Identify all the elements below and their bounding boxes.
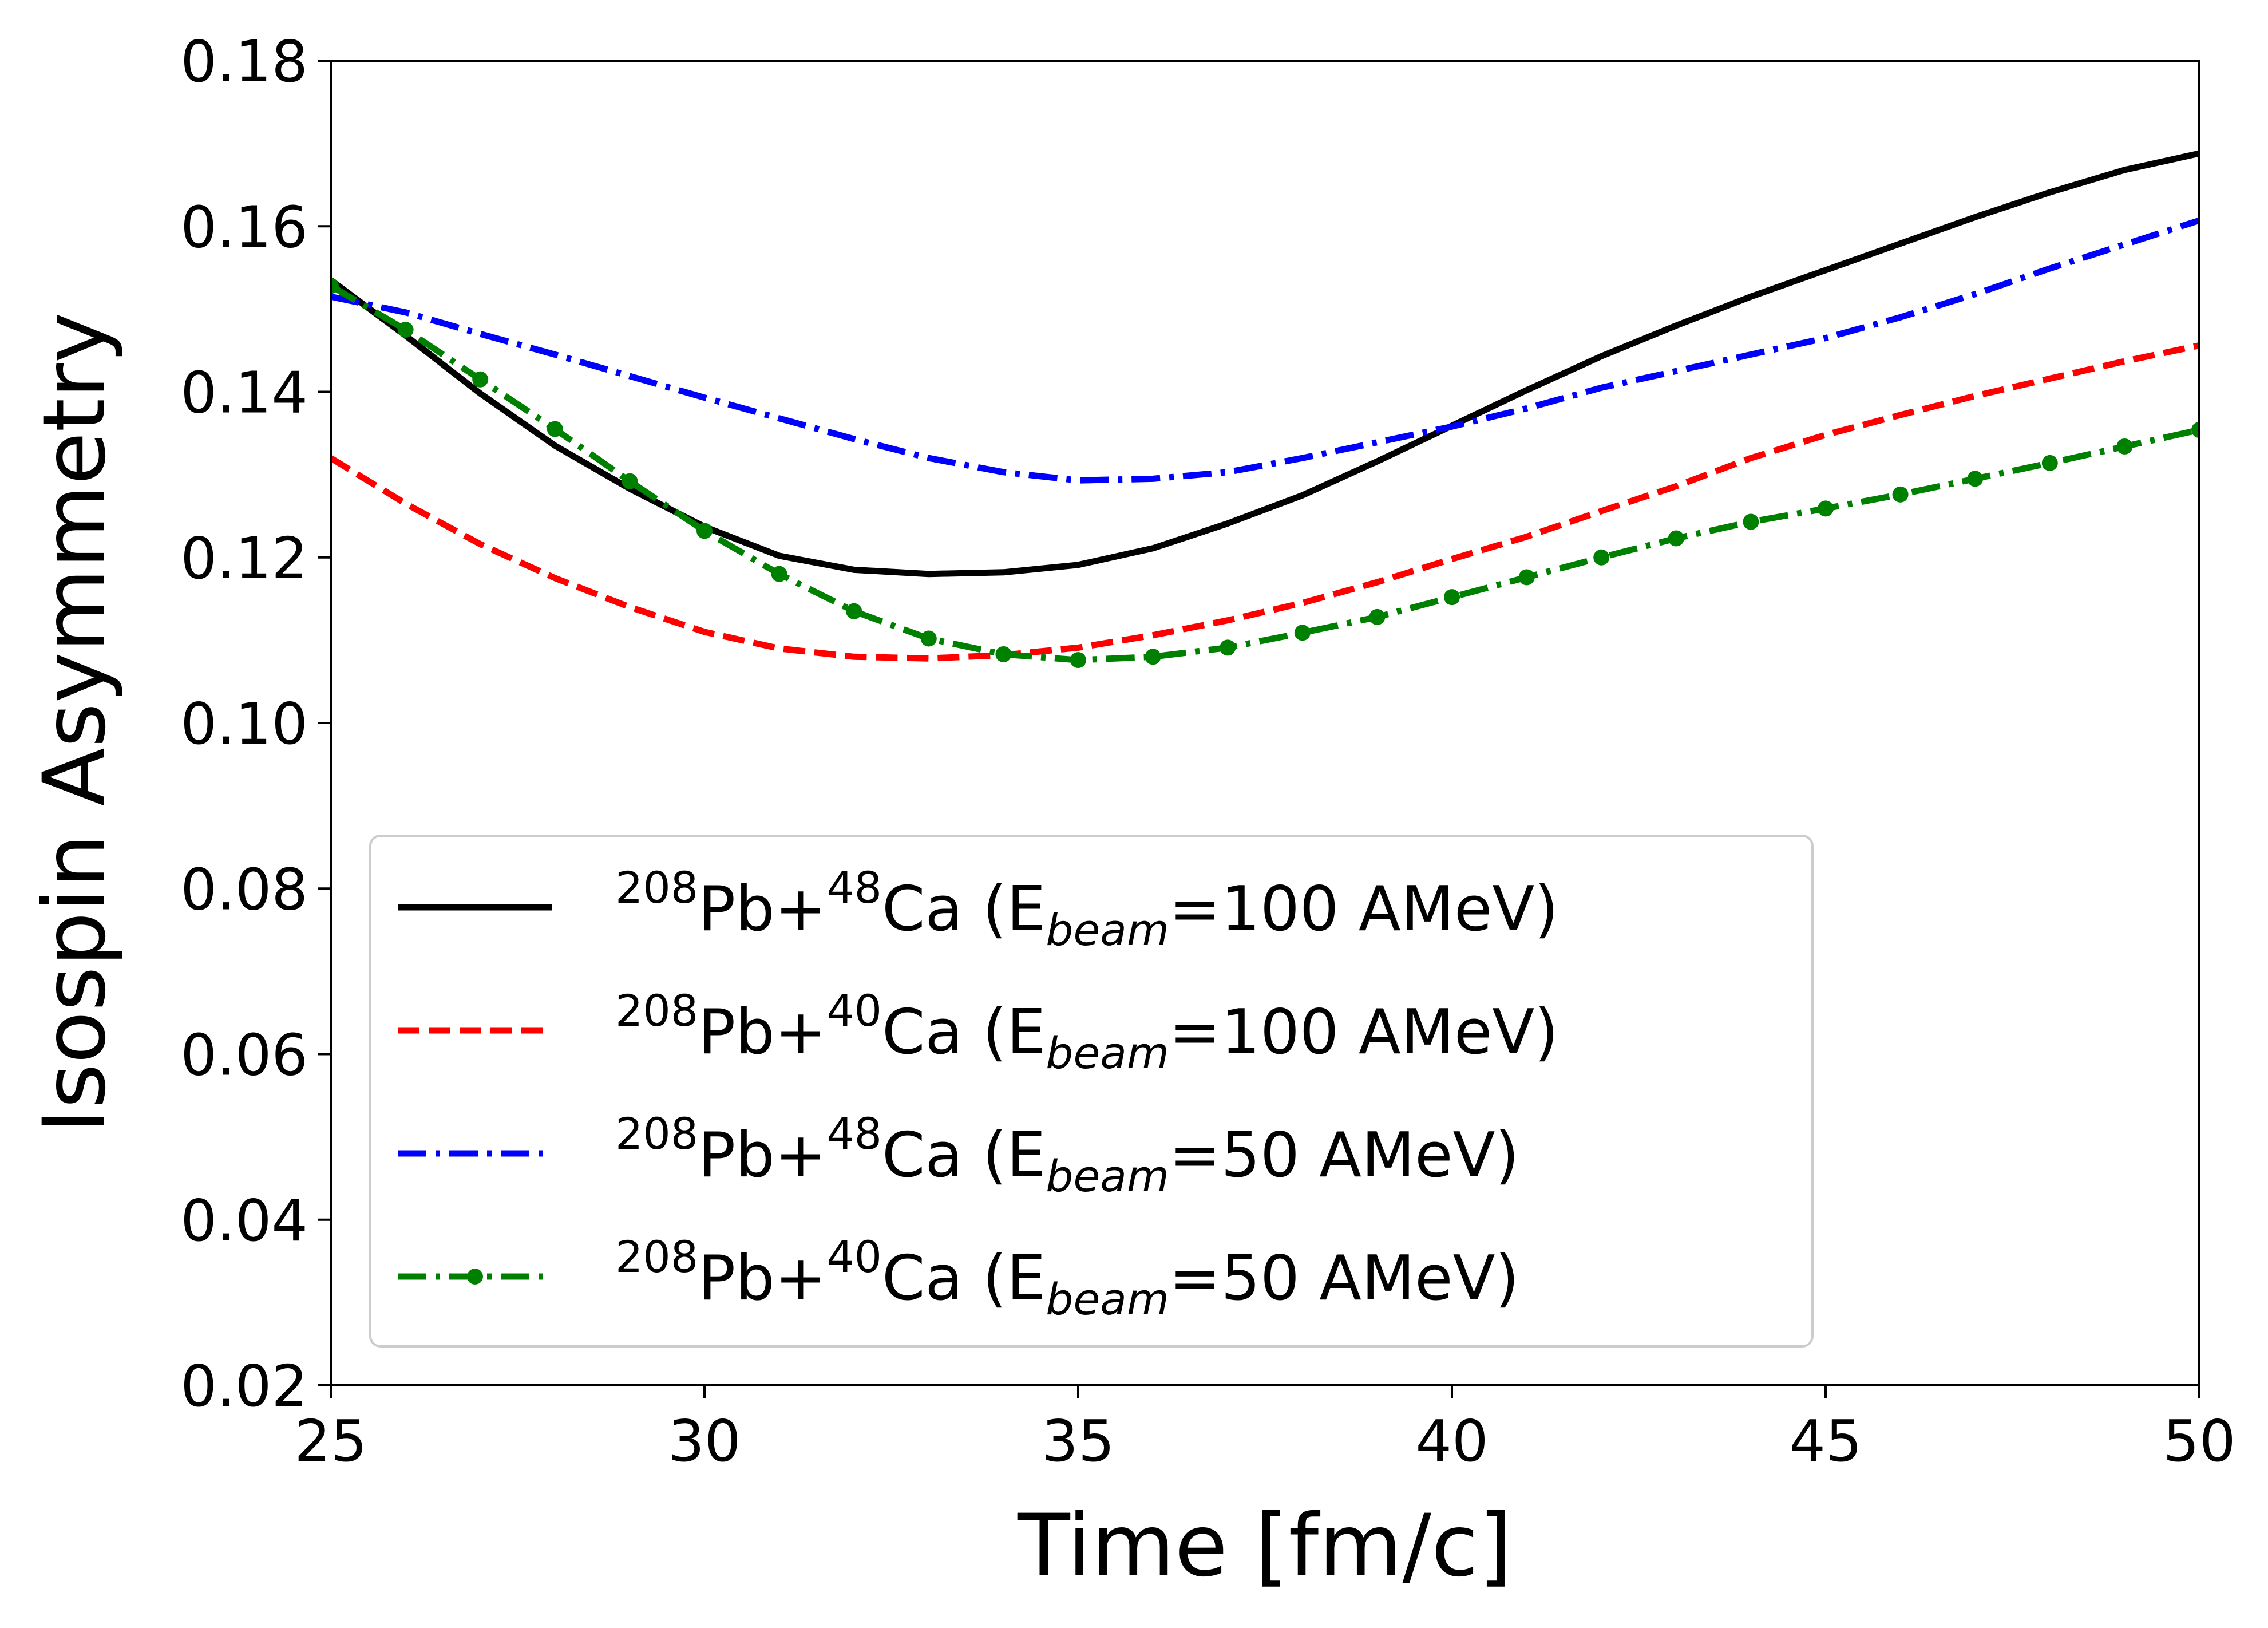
- y-tick-label: 0.18: [180, 28, 308, 95]
- legend-label-1: 208Pb+48Ca (Ebeam=100 AMeV): [615, 862, 1558, 955]
- data-point: [472, 371, 489, 388]
- y-tick-label: 0.02: [180, 1353, 308, 1420]
- y-tick-label: 0.12: [180, 525, 308, 592]
- data-point: [2116, 438, 2133, 455]
- legend-marker: [467, 1269, 483, 1285]
- x-tick-label: 50: [2163, 1408, 2235, 1475]
- series-line-4: [331, 283, 2199, 663]
- legend-text-part: beam: [1046, 1151, 1169, 1202]
- x-tick-label: 30: [668, 1408, 741, 1475]
- legend-text-part: 48: [826, 1108, 882, 1159]
- series-line-2: [331, 342, 2199, 662]
- x-tick-label: 45: [1789, 1408, 1862, 1475]
- series-line-3: [331, 217, 2199, 484]
- series-layer: [331, 150, 2199, 669]
- x-tick-label: 25: [294, 1408, 367, 1475]
- legend-label-3: 208Pb+48Ca (Ebeam=50 AMeV): [615, 1108, 1519, 1202]
- legend-text-part: beam: [1046, 904, 1169, 955]
- data-point: [846, 603, 862, 619]
- y-tick-label: 0.04: [180, 1187, 308, 1254]
- data-point: [1818, 500, 1834, 517]
- legend-text-part: 208: [615, 1108, 698, 1159]
- legend-label-4: 208Pb+40Ca (Ebeam=50 AMeV): [615, 1231, 1519, 1325]
- legend-text-part: =100 AMeV): [1169, 997, 1558, 1068]
- legend-text-part: 40: [826, 1231, 882, 1282]
- data-point: [1444, 589, 1460, 606]
- data-point: [1294, 625, 1311, 641]
- legend-text-part: 48: [826, 862, 882, 913]
- data-point: [547, 421, 563, 437]
- data-point: [1593, 549, 1610, 566]
- legend-text-part: Pb+: [698, 1243, 826, 1314]
- legend-text-part: beam: [1046, 1028, 1169, 1078]
- y-tick-label: 0.06: [180, 1022, 308, 1089]
- data-point: [1220, 639, 1236, 656]
- legend-text-part: =50 AMeV): [1169, 1120, 1519, 1191]
- data-point: [771, 566, 787, 582]
- legend-text-part: 208: [615, 862, 698, 913]
- data-point: [331, 278, 339, 294]
- legend-text-part: 208: [615, 985, 698, 1036]
- legend-text-part: Pb+: [698, 997, 826, 1068]
- legend-text-part: =50 AMeV): [1169, 1243, 1519, 1314]
- data-point: [622, 473, 638, 489]
- legend-text-part: Ca (E: [882, 1243, 1046, 1314]
- legend-text-part: Pb+: [698, 874, 826, 945]
- data-point: [397, 322, 414, 338]
- legend-text-part: 208: [615, 1231, 698, 1282]
- x-axis-label: Time [fm/c]: [1017, 1496, 1512, 1596]
- legend-text-part: Ca (E: [882, 997, 1046, 1068]
- legend: 208Pb+48Ca (Ebeam=100 AMeV)208Pb+40Ca (E…: [369, 835, 1814, 1348]
- legend-label-2: 208Pb+40Ca (Ebeam=100 AMeV): [615, 985, 1558, 1078]
- legend-text-part: =100 AMeV): [1169, 874, 1558, 945]
- data-point: [1668, 530, 1684, 547]
- legend-text-part: beam: [1046, 1274, 1169, 1325]
- y-axis-label: Isospin Asymmetry: [25, 312, 125, 1133]
- y-axis: 0.02 0.04 0.06 0.08 0.10 0.12 0.14 0.16 0.18: [180, 28, 331, 1420]
- series-line-1: [331, 150, 2199, 578]
- x-tick-label: 35: [1042, 1408, 1114, 1475]
- x-axis: 25 30 35 40 45 50: [294, 1385, 2236, 1475]
- data-point: [1892, 486, 1909, 503]
- data-point: [1967, 471, 1984, 487]
- data-point: [1145, 649, 1161, 665]
- legend-box: [369, 835, 1814, 1348]
- y-tick-label: 0.10: [180, 690, 308, 757]
- x-tick-label: 40: [1415, 1408, 1488, 1475]
- y-tick-label: 0.08: [180, 856, 308, 923]
- data-point: [696, 523, 713, 539]
- data-point: [2191, 422, 2199, 438]
- y-tick-label: 0.14: [180, 359, 308, 426]
- data-point: [1369, 608, 1386, 625]
- data-point: [1070, 652, 1086, 669]
- data-point: [1743, 513, 1759, 530]
- y-tick-label: 0.16: [180, 193, 308, 260]
- legend-text-part: Ca (E: [882, 874, 1046, 945]
- legend-text-part: Ca (E: [882, 1120, 1046, 1191]
- data-point: [1518, 569, 1535, 586]
- legend-text-part: Pb+: [698, 1120, 826, 1191]
- data-point: [995, 646, 1012, 662]
- data-point: [2041, 455, 2058, 471]
- data-point: [920, 630, 937, 647]
- legend-text-part: 40: [826, 985, 882, 1036]
